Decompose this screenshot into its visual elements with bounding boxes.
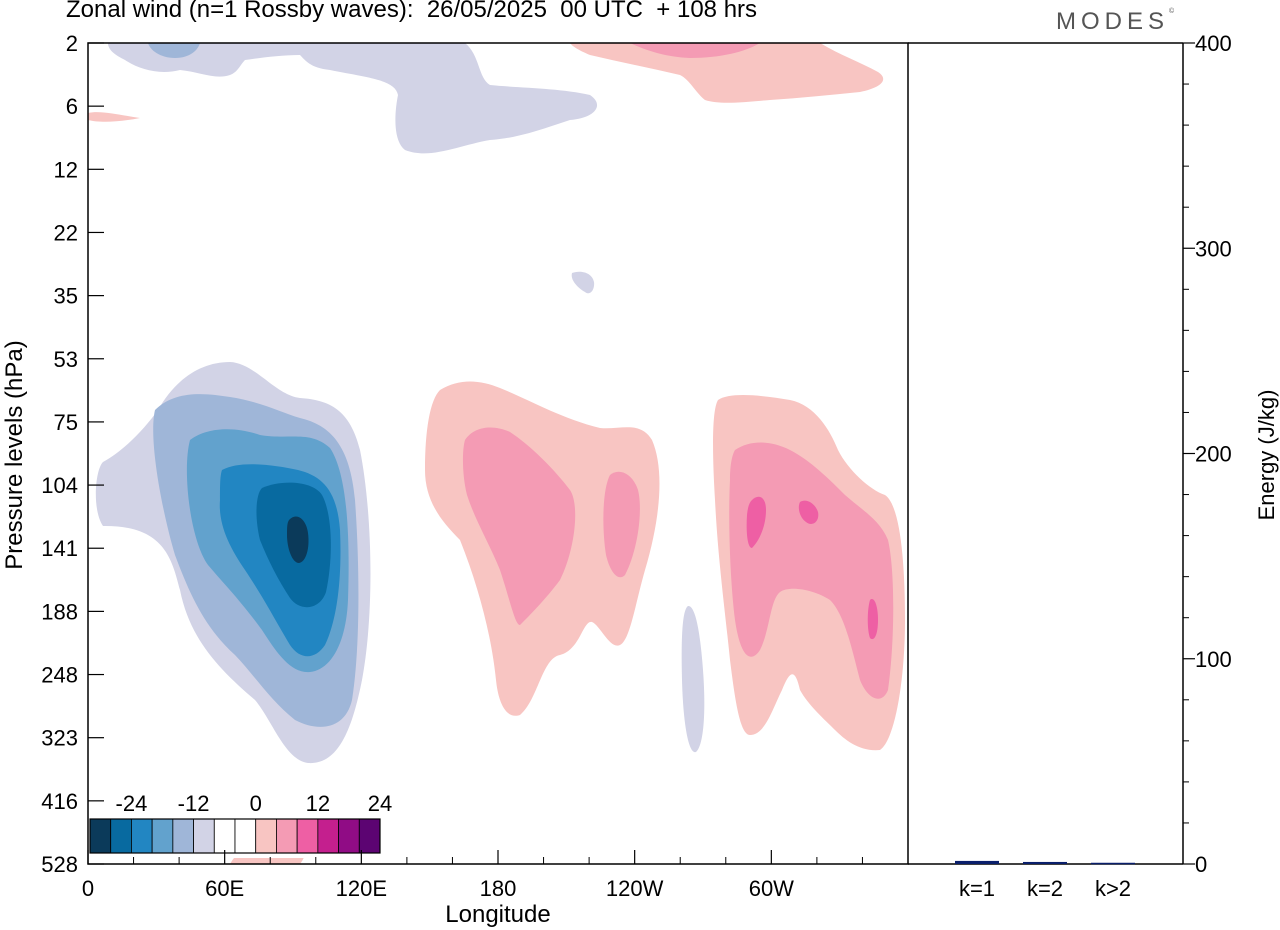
energy-bar	[1023, 861, 1067, 864]
contour-upper-pos2	[630, 43, 760, 58]
colorbar-swatch	[276, 818, 298, 854]
colorbar-label: 24	[368, 791, 392, 816]
colorbar-swatch	[358, 818, 381, 854]
energy-bar	[1091, 862, 1135, 865]
logo-copyright-mark: ©	[1169, 8, 1175, 15]
modes-logo: MODES©	[1056, 8, 1174, 36]
contour-pos-b-level3a	[746, 496, 766, 548]
colorbar-swatch	[317, 818, 339, 854]
contour-pos-b-level2	[729, 442, 894, 699]
energy-category-label: k=1	[959, 876, 995, 901]
y-axis: 2 6 12 22 35 53 75 104 141 188 248 323 416 528	[41, 31, 104, 877]
colorbar: -24 -12 0 12 24	[88, 788, 392, 858]
colorbar-swatch	[110, 818, 132, 854]
energy-tick-label: 0	[1195, 852, 1207, 877]
contour-neg-level6	[287, 516, 309, 563]
y-tick-label: 248	[41, 663, 78, 688]
colorbar-swatch	[255, 818, 277, 854]
y-tick-label: 188	[41, 599, 78, 624]
x-tick-label: 180	[480, 876, 517, 901]
energy-bar	[955, 860, 999, 864]
logo-text: MODES	[1056, 8, 1170, 35]
y-tick-label: 75	[54, 410, 78, 435]
y-tick-label: 528	[41, 852, 78, 877]
y-tick-label: 53	[54, 347, 78, 372]
energy-bars: k=1 k=2 k>2	[955, 860, 1135, 901]
colorbar-swatch	[151, 818, 174, 854]
y-tick-label: 104	[41, 473, 78, 498]
contour-small-neg	[571, 271, 595, 294]
x-axis: 0 60E 120E 180 120W 60W	[82, 850, 863, 901]
y-tick-label: 323	[41, 726, 78, 751]
contour-pos-a-level2	[462, 427, 576, 625]
x-tick-label: 0	[82, 876, 94, 901]
energy-tick-label: 400	[1195, 31, 1232, 56]
colorbar-swatch	[213, 818, 236, 854]
y-tick-label: 35	[54, 284, 78, 309]
contour-pos-b-level3b	[798, 500, 819, 524]
colorbar-swatch	[193, 818, 215, 854]
colorbar-swatch	[89, 818, 112, 854]
contour-upper-neg	[108, 43, 598, 154]
y-tick-label: 416	[41, 789, 78, 814]
colorbar-label: 0	[250, 791, 262, 816]
colorbar-frame	[89, 818, 381, 854]
colorbar-swatch	[131, 818, 153, 854]
contour-field	[88, 43, 905, 864]
colorbar-label: 12	[306, 791, 330, 816]
colorbar-label: -12	[178, 791, 210, 816]
contour-pos-a-level2b	[603, 471, 640, 578]
energy-tick-label: 300	[1195, 236, 1232, 261]
energy-axis: 0 100 200 300 400	[1183, 31, 1232, 877]
y-tick-label: 2	[66, 31, 78, 56]
x-tick-label: 120W	[606, 876, 664, 901]
y-tick-label: 12	[54, 157, 78, 182]
contour-pos-b-level3c	[867, 599, 878, 640]
energy-tick-label: 200	[1195, 442, 1232, 467]
contour-left-pos	[88, 112, 140, 122]
contour-upper-neg2	[148, 43, 200, 58]
energy-axis-label: Energy (J/kg)	[1254, 390, 1279, 521]
colorbar-swatch	[338, 818, 360, 854]
energy-category-label: k=2	[1027, 876, 1063, 901]
y-tick-label: 141	[41, 536, 78, 561]
x-axis-label: Longitude	[445, 901, 550, 928]
x-tick-label: 60W	[749, 876, 794, 901]
y-tick-label: 22	[54, 220, 78, 245]
y-tick-label: 6	[66, 94, 78, 119]
energy-tick-label: 100	[1195, 647, 1232, 672]
colorbar-swatch	[172, 818, 194, 854]
colorbar-swatch	[296, 818, 319, 854]
x-tick-label: 60E	[205, 876, 244, 901]
energy-category-label: k>2	[1095, 876, 1131, 901]
contour-neg-lobe	[681, 605, 705, 753]
colorbar-swatch	[234, 818, 257, 854]
chart-title: Zonal wind (n=1 Rossby waves): 26/05/202…	[66, 0, 758, 23]
y-axis-label: Pressure levels (hPa)	[1, 340, 28, 569]
colorbar-label: -24	[116, 791, 148, 816]
x-tick-label: 120E	[336, 876, 387, 901]
contour-upper-pos	[570, 43, 884, 103]
